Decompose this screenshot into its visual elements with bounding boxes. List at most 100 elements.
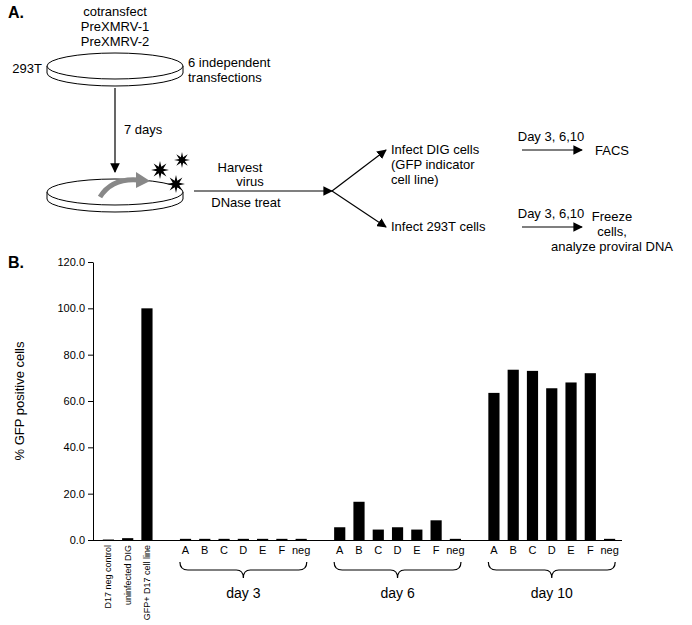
- bar: [141, 308, 152, 540]
- group-label: day 10: [531, 585, 573, 601]
- transfection-note: transfections: [188, 70, 262, 85]
- x-tick: B: [510, 540, 517, 556]
- x-tick: B: [355, 540, 362, 556]
- virus-star: [167, 175, 185, 193]
- y-tick-mark: [88, 447, 93, 448]
- bar: [604, 539, 615, 540]
- panel-a: A.cotransfectPreXMRV-1PreXMRV-2293T6 ind…: [8, 4, 673, 254]
- bar: [276, 539, 287, 540]
- figure: A.cotransfectPreXMRV-1PreXMRV-2293T6 ind…: [0, 0, 692, 625]
- y-tick-mark: [88, 540, 93, 541]
- panel-b: B.0.020.040.060.080.0100.0120.0% GFP pos…: [8, 254, 622, 620]
- x-tick: D17 neg control: [103, 540, 113, 609]
- x-tick-label: F: [433, 544, 440, 556]
- y-tick-mark: [88, 494, 93, 495]
- x-tick-label: F: [279, 544, 286, 556]
- bar: [238, 539, 249, 540]
- group-brace: [180, 562, 307, 578]
- virus-star: [174, 152, 190, 168]
- bar: [257, 539, 268, 540]
- bar: [488, 393, 499, 540]
- dish-top-plate: [47, 53, 183, 86]
- x-tick-label: A: [336, 544, 344, 556]
- y-tick-mark: [88, 308, 93, 309]
- x-axis-line: [93, 540, 622, 541]
- y-tick: 0.0: [70, 534, 93, 546]
- x-tick-label: C: [220, 544, 228, 556]
- group-brace: [334, 562, 461, 578]
- x-tick-label: B: [355, 544, 362, 556]
- x-tick: uninfected DIG: [123, 540, 133, 605]
- y-tick-mark: [88, 401, 93, 402]
- timepoint-arrow: [522, 149, 582, 150]
- x-tick-label: neg: [292, 544, 310, 556]
- group-label: day 6: [380, 585, 414, 601]
- x-tick: neg: [292, 540, 310, 556]
- x-tick-label: neg: [600, 544, 618, 556]
- x-tick-label: A: [490, 544, 498, 556]
- transfection-text: cotransfect: [83, 4, 147, 19]
- result-text: FACS: [595, 143, 629, 158]
- arrow-down: [114, 88, 115, 172]
- y-tick: 60.0: [64, 395, 93, 407]
- result-text: Freeze: [592, 209, 632, 224]
- timepoint-arrow: [522, 226, 582, 227]
- x-tick: A: [182, 540, 190, 556]
- timepoint-label: Day 3, 6,10: [518, 129, 585, 144]
- x-tick-label: D: [394, 544, 402, 556]
- x-tick: D: [394, 540, 402, 556]
- panel-label: B.: [8, 254, 24, 271]
- x-tick: F: [433, 540, 440, 556]
- bar: [565, 382, 576, 540]
- y-tick-mark: [88, 355, 93, 356]
- x-tick-label: F: [587, 544, 594, 556]
- harvest-text: virus: [236, 174, 264, 189]
- y-axis-title: % GFP positive cells: [12, 341, 27, 460]
- incubation-label: 7 days: [124, 122, 163, 137]
- y-tick-label: 80.0: [64, 349, 85, 361]
- bar: [199, 539, 210, 540]
- branch-text: cell line): [391, 172, 439, 187]
- x-tick-label: GFP+ D17 cell line: [142, 545, 152, 620]
- y-tick: 80.0: [64, 349, 93, 361]
- x-tick: E: [259, 540, 266, 556]
- x-tick: D: [548, 540, 556, 556]
- harvest-text: Harvest: [218, 160, 263, 175]
- dish-top: [47, 53, 183, 79]
- harvest-text: DNase treat: [211, 195, 281, 210]
- y-tick-label: 20.0: [64, 488, 85, 500]
- group-label: day 3: [226, 585, 260, 601]
- transfection-text: PreXMRV-2: [81, 34, 149, 49]
- bar: [527, 371, 538, 540]
- virus-star: [151, 161, 169, 179]
- release-arrow: [100, 180, 138, 197]
- x-tick-label: C: [374, 544, 382, 556]
- result-text: analyze proviral DNA: [551, 239, 673, 254]
- x-tick: GFP+ D17 cell line: [142, 540, 152, 620]
- group-braces: day 3 day 6 day 10: [180, 562, 615, 601]
- x-tick-label: E: [413, 544, 420, 556]
- bars: [103, 308, 615, 540]
- bar: [585, 373, 596, 540]
- y-tick-label: 40.0: [64, 441, 85, 453]
- harvest-arrow: [194, 190, 332, 191]
- bar: [296, 539, 307, 540]
- branch-text: Infect DIG cells: [391, 142, 480, 157]
- x-tick-label: D17 neg control: [103, 545, 113, 609]
- x-tick: D: [239, 540, 247, 556]
- x-tick: B: [201, 540, 208, 556]
- y-axis: 0.020.040.060.080.0100.0120.0: [57, 256, 93, 546]
- x-tick: neg: [446, 540, 464, 556]
- bar: [411, 530, 422, 540]
- bar: [508, 370, 519, 540]
- release-arrow-head: [136, 172, 150, 188]
- x-tick: A: [490, 540, 498, 556]
- x-tick: F: [279, 540, 286, 556]
- y-tick: 100.0: [57, 302, 93, 314]
- y-tick-mark: [88, 262, 93, 263]
- y-tick-label: 60.0: [64, 395, 85, 407]
- x-tick: A: [336, 540, 344, 556]
- x-tick-label: A: [182, 544, 190, 556]
- x-tick: neg: [600, 540, 618, 556]
- result-text: cells,: [597, 224, 627, 239]
